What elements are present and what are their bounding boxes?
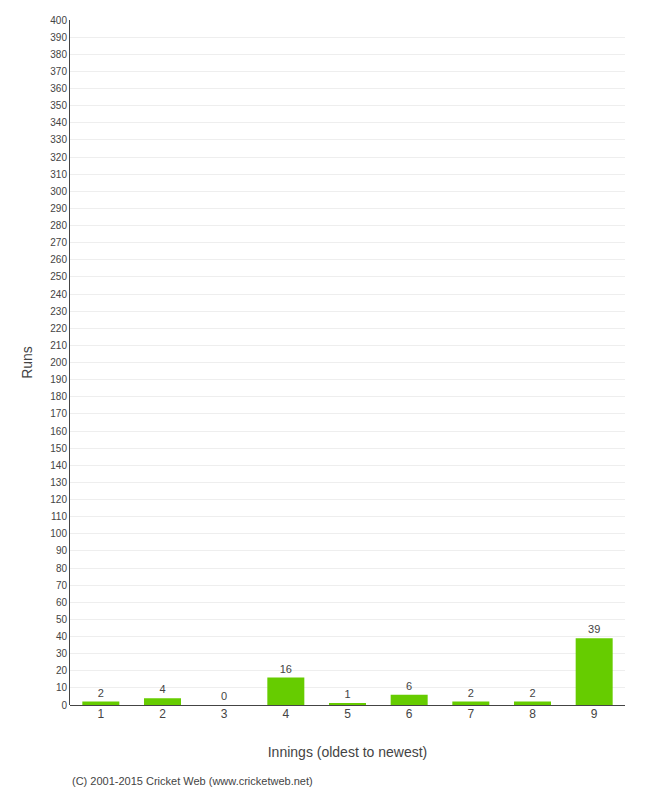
svg-text:4: 4 [159, 683, 165, 695]
svg-text:120: 120 [50, 494, 67, 505]
svg-text:16: 16 [280, 663, 292, 675]
svg-text:160: 160 [50, 426, 67, 437]
svg-text:220: 220 [50, 323, 67, 334]
svg-text:2: 2 [529, 687, 535, 699]
svg-text:360: 360 [50, 83, 67, 94]
svg-text:1: 1 [344, 688, 350, 700]
svg-text:330: 330 [50, 134, 67, 145]
svg-text:2: 2 [98, 687, 104, 699]
svg-text:230: 230 [50, 306, 67, 317]
svg-text:150: 150 [50, 443, 67, 454]
svg-text:140: 140 [50, 460, 67, 471]
svg-text:40: 40 [56, 631, 68, 642]
svg-text:4: 4 [282, 707, 289, 721]
svg-text:60: 60 [56, 597, 68, 608]
svg-text:300: 300 [50, 186, 67, 197]
svg-text:260: 260 [50, 254, 67, 265]
svg-text:6: 6 [406, 707, 413, 721]
svg-text:390: 390 [50, 32, 67, 43]
svg-text:0: 0 [61, 700, 67, 711]
svg-text:130: 130 [50, 477, 67, 488]
svg-text:380: 380 [50, 49, 67, 60]
svg-text:240: 240 [50, 289, 67, 300]
svg-text:270: 270 [50, 237, 67, 248]
svg-text:320: 320 [50, 152, 67, 163]
svg-text:50: 50 [56, 614, 68, 625]
svg-text:70: 70 [56, 580, 68, 591]
svg-text:Innings (oldest to newest): Innings (oldest to newest) [268, 744, 428, 760]
svg-text:5: 5 [344, 707, 351, 721]
svg-text:290: 290 [50, 203, 67, 214]
svg-text:39: 39 [588, 623, 600, 635]
svg-text:80: 80 [56, 563, 68, 574]
svg-text:2: 2 [159, 707, 166, 721]
svg-text:350: 350 [50, 100, 67, 111]
svg-text:1: 1 [97, 707, 104, 721]
svg-text:110: 110 [51, 511, 67, 522]
svg-text:100: 100 [50, 528, 67, 539]
svg-text:190: 190 [50, 374, 67, 385]
svg-text:170: 170 [50, 408, 67, 419]
svg-text:20: 20 [56, 665, 68, 676]
svg-text:9: 9 [591, 707, 598, 721]
svg-text:7: 7 [467, 707, 474, 721]
svg-text:0: 0 [221, 690, 227, 702]
svg-text:2: 2 [468, 687, 474, 699]
svg-text:3: 3 [221, 707, 228, 721]
svg-text:370: 370 [50, 66, 67, 77]
svg-text:Runs: Runs [19, 346, 35, 379]
svg-text:10: 10 [56, 682, 68, 693]
svg-text:280: 280 [50, 220, 67, 231]
svg-text:310: 310 [50, 169, 67, 180]
svg-text:30: 30 [56, 648, 68, 659]
svg-text:8: 8 [529, 707, 536, 721]
svg-text:250: 250 [50, 271, 67, 282]
svg-text:180: 180 [50, 391, 67, 402]
svg-text:(C) 2001-2015 Cricket Web (www: (C) 2001-2015 Cricket Web (www.cricketwe… [72, 775, 313, 787]
svg-text:90: 90 [56, 545, 68, 556]
svg-text:210: 210 [50, 340, 67, 351]
svg-text:200: 200 [50, 357, 67, 368]
svg-text:400: 400 [50, 15, 67, 26]
svg-text:340: 340 [50, 117, 67, 128]
svg-text:6: 6 [406, 680, 412, 692]
